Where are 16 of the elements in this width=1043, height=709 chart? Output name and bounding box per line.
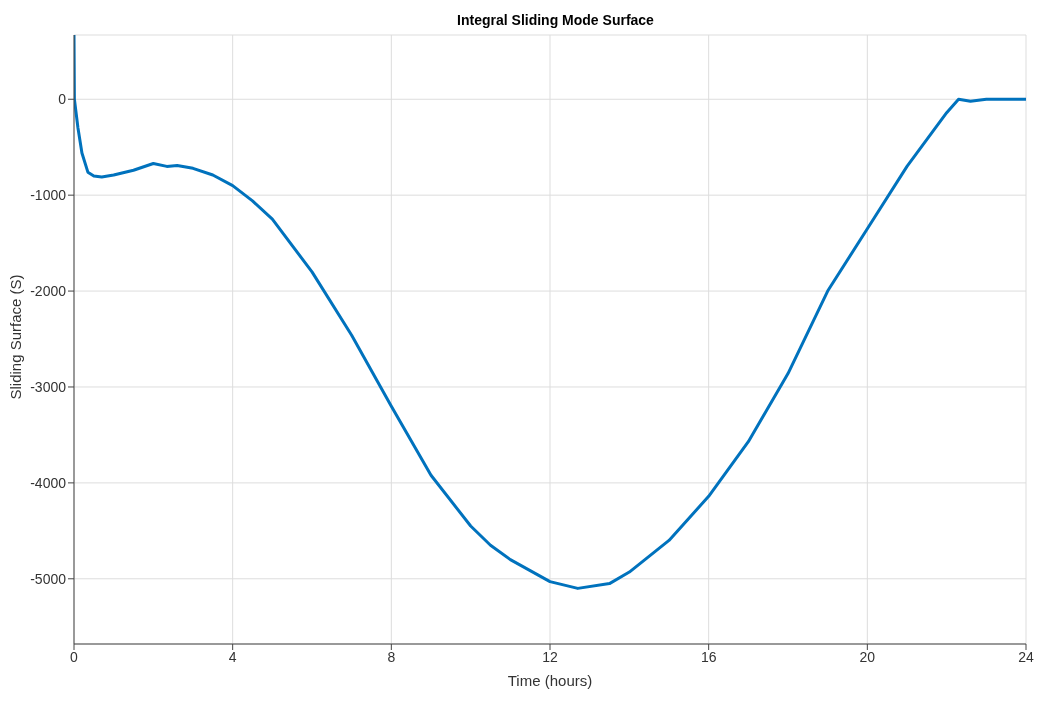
x-tick-label: 24 [1018, 648, 1034, 665]
x-tick-label: 16 [700, 648, 717, 665]
y-tick-label: -5000 [30, 570, 67, 587]
x-tick-label: 12 [542, 648, 558, 665]
x-axis-title: Time (hours) [507, 672, 593, 689]
y-axis-title: Sliding Surface (S) [7, 274, 25, 400]
x-tick-label: 8 [387, 648, 396, 665]
chart-title: Integral Sliding Mode Surface [456, 11, 655, 30]
x-tick-label: 0 [70, 648, 79, 665]
y-tick-label: -1000 [30, 187, 67, 204]
y-tick-label: -4000 [30, 474, 67, 491]
y-tick-label: -2000 [30, 283, 67, 300]
x-tick-label: 4 [228, 648, 237, 665]
y-tick-label: 0 [58, 91, 67, 108]
y-tick-label: -3000 [30, 378, 67, 395]
x-tick-label: 20 [859, 648, 876, 665]
